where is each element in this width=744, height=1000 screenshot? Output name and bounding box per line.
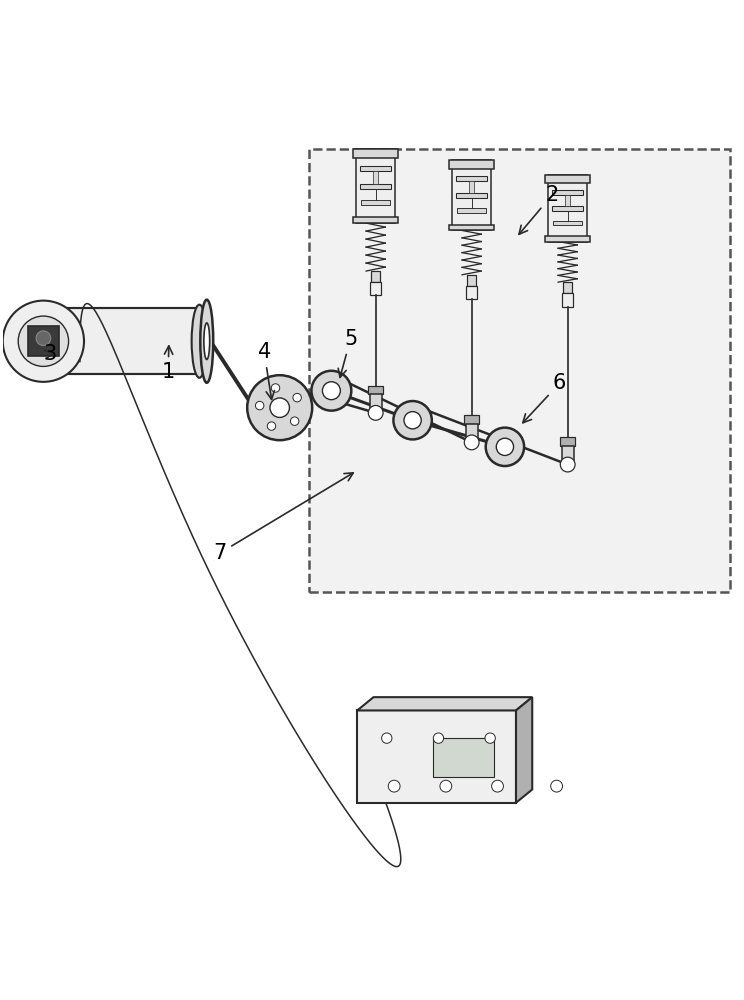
Circle shape bbox=[492, 780, 504, 792]
Bar bbox=[467, 275, 476, 286]
Bar bbox=[434, 738, 494, 777]
Bar bbox=[548, 175, 587, 242]
Bar bbox=[362, 200, 390, 205]
Bar bbox=[469, 181, 474, 193]
Text: 7: 7 bbox=[214, 473, 353, 563]
Bar bbox=[565, 195, 570, 206]
Bar bbox=[545, 236, 590, 242]
Circle shape bbox=[270, 398, 289, 417]
Bar bbox=[552, 190, 583, 195]
Text: 4: 4 bbox=[257, 342, 275, 399]
Circle shape bbox=[440, 780, 452, 792]
Circle shape bbox=[290, 417, 299, 425]
Circle shape bbox=[394, 401, 432, 439]
Bar bbox=[449, 225, 494, 230]
Bar bbox=[310, 149, 730, 592]
Text: 5: 5 bbox=[339, 329, 357, 377]
Bar bbox=[554, 221, 582, 225]
Circle shape bbox=[486, 428, 524, 466]
Polygon shape bbox=[516, 697, 532, 803]
Circle shape bbox=[312, 371, 351, 411]
Bar bbox=[25, 308, 199, 374]
Ellipse shape bbox=[192, 305, 207, 378]
Circle shape bbox=[433, 733, 443, 743]
Circle shape bbox=[496, 438, 513, 455]
Bar bbox=[449, 160, 494, 169]
Circle shape bbox=[267, 422, 276, 430]
Bar bbox=[360, 166, 391, 171]
Circle shape bbox=[551, 780, 562, 792]
Polygon shape bbox=[357, 697, 532, 710]
Circle shape bbox=[18, 316, 68, 366]
Circle shape bbox=[255, 401, 264, 410]
Bar bbox=[356, 149, 395, 223]
Ellipse shape bbox=[17, 308, 33, 374]
Bar bbox=[458, 208, 486, 213]
Bar bbox=[357, 710, 516, 803]
Bar bbox=[353, 217, 398, 223]
Bar bbox=[28, 326, 59, 356]
Bar bbox=[560, 437, 575, 446]
Text: 3: 3 bbox=[43, 344, 57, 364]
Bar bbox=[368, 386, 383, 394]
Circle shape bbox=[382, 733, 392, 743]
Circle shape bbox=[368, 405, 383, 420]
Circle shape bbox=[485, 733, 496, 743]
Circle shape bbox=[3, 301, 84, 382]
Text: 1: 1 bbox=[161, 346, 175, 382]
Bar bbox=[563, 282, 572, 293]
Circle shape bbox=[464, 435, 479, 450]
Text: 6: 6 bbox=[523, 373, 566, 423]
Bar bbox=[371, 282, 381, 295]
Circle shape bbox=[272, 384, 280, 392]
Circle shape bbox=[247, 375, 312, 440]
Circle shape bbox=[560, 457, 575, 472]
Bar bbox=[456, 176, 487, 181]
Circle shape bbox=[404, 412, 421, 429]
Circle shape bbox=[36, 331, 51, 345]
Ellipse shape bbox=[200, 300, 214, 383]
Bar bbox=[360, 184, 391, 189]
Bar bbox=[562, 293, 573, 307]
Bar bbox=[464, 415, 479, 424]
Circle shape bbox=[293, 393, 301, 402]
Bar bbox=[456, 193, 487, 198]
Bar bbox=[562, 446, 574, 465]
Text: 2: 2 bbox=[519, 185, 559, 234]
Bar bbox=[466, 286, 477, 299]
Bar bbox=[466, 424, 478, 442]
Ellipse shape bbox=[204, 323, 210, 360]
Bar bbox=[552, 206, 583, 211]
Circle shape bbox=[388, 780, 400, 792]
Bar bbox=[452, 160, 491, 230]
Bar bbox=[370, 394, 382, 413]
Bar bbox=[353, 149, 398, 158]
Bar bbox=[545, 175, 590, 183]
Bar bbox=[373, 171, 378, 184]
Circle shape bbox=[322, 382, 340, 400]
Bar bbox=[371, 271, 380, 282]
